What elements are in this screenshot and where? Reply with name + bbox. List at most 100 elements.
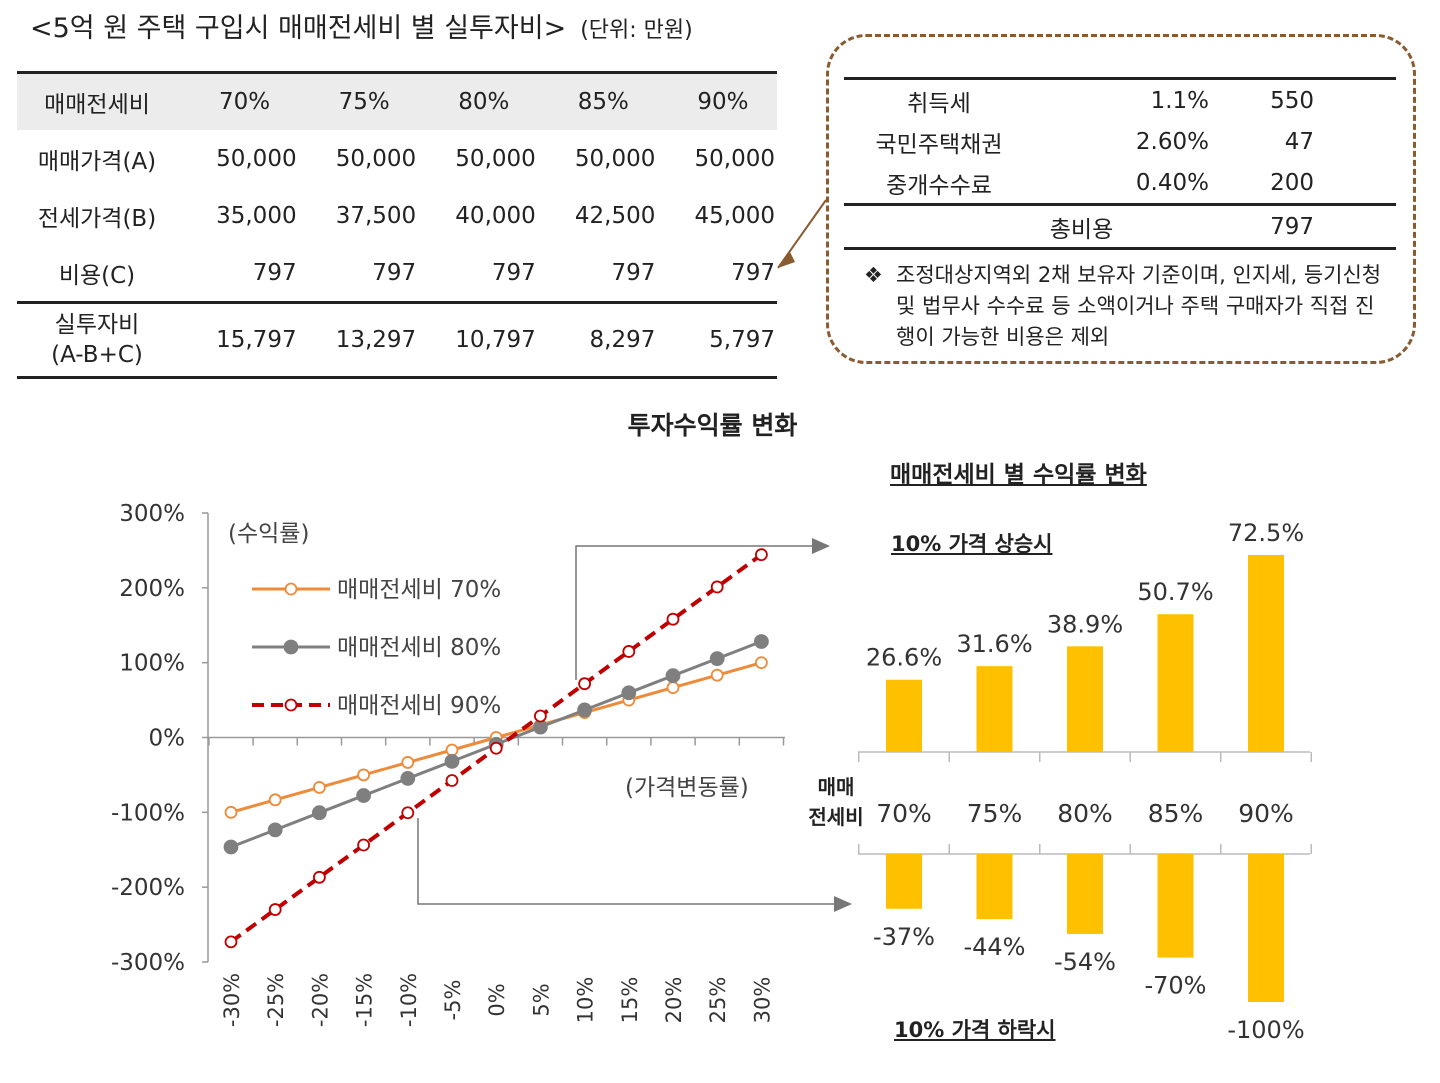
x-tick-label: -5%: [441, 980, 465, 1021]
category-axis-label: 매매 전세비: [800, 772, 872, 832]
rise-bar: [1157, 614, 1194, 752]
table-cell: 10,797: [418, 301, 538, 379]
rise-data-label: 26.6%: [866, 644, 942, 672]
total-label-line1: 실투자비: [54, 312, 140, 338]
data-point: [533, 719, 548, 735]
rise-series-title: 10% 가격 상승시: [891, 532, 1053, 556]
data-point: [224, 935, 238, 949]
x-tick-label: 0%: [485, 983, 509, 1016]
x-tick-label: -20%: [308, 973, 332, 1027]
data-point: [401, 806, 415, 820]
fall-data-label: -44%: [963, 933, 1025, 961]
bar-chart: 70% 26.6% -37% 75% 31.6% -44% 80% 38.9% -54% 85% 5…: [858, 519, 1312, 1044]
x-tick-label: 25%: [706, 977, 730, 1024]
table-cell: 797: [372, 259, 417, 286]
cost-amount: 550: [1209, 77, 1314, 121]
cost-total-label: 총비용: [844, 203, 1209, 250]
x-tick-label: -10%: [397, 973, 421, 1027]
table-cell: 50,000: [335, 145, 417, 172]
data-point: [489, 741, 503, 755]
category-label: 90%: [1238, 799, 1294, 828]
data-point: [445, 774, 459, 787]
cost-amount: 200: [1270, 169, 1314, 196]
table-cell: 37,500: [335, 202, 417, 229]
data-point: [356, 788, 372, 803]
data-point: [312, 870, 326, 884]
table-cell: 797: [731, 259, 775, 286]
cost-note: ❖ 조정대상지역외 2채 보유자 기준이며, 인지세, 등기신청 및 법무사 수…: [864, 260, 1384, 353]
data-point: [401, 756, 415, 769]
data-point: [445, 743, 459, 757]
category-axis-label-line1: 매매: [817, 775, 855, 799]
cost-table: 취득세 1.1% 550 국민주택채권 2.60% 47 중개수수료 0.40%…: [844, 77, 1396, 250]
table-cell: 50,000: [574, 145, 656, 172]
y-tick-label: -100%: [111, 800, 185, 826]
data-point: [755, 548, 768, 562]
data-point: [754, 634, 769, 649]
rise-data-label: 31.6%: [956, 630, 1032, 658]
table-cell: 45,000: [694, 202, 775, 229]
fall-data-label: -70%: [1144, 972, 1206, 1000]
data-point: [621, 685, 637, 701]
rise-arrowhead-icon: [812, 538, 830, 554]
connector-arrows: [417, 199, 852, 912]
cost-rate: 0.40%: [1135, 169, 1209, 196]
category-label: 85%: [1148, 799, 1204, 828]
table-cell: 797: [491, 259, 536, 286]
table-row: 중개수수료 0.40% 200: [844, 162, 1396, 205]
fall-data-label: -100%: [1227, 1016, 1304, 1044]
x-tick-label: -15%: [353, 973, 377, 1027]
table-cell: 50,000: [455, 145, 536, 172]
rise-bar: [976, 666, 1013, 752]
category-label: 70%: [876, 799, 932, 828]
table-total-row: 실투자비 (A-B+C) 15,797 13,297 10,797 8,297 5…: [17, 301, 777, 379]
page-title: <5억 원 주택 구입시 매매전세비 별 실투자비> (단위: 만원): [30, 6, 693, 45]
table-cell: 797: [252, 259, 297, 286]
table-row: 비용(C) 797 797 797 797 797: [17, 244, 777, 303]
column-header: 85%: [537, 71, 658, 130]
note-text: 조정대상지역외 2채 보유자 기준이며, 인지세, 등기신청 및 법무사 수수료…: [896, 263, 1382, 349]
data-point: [311, 805, 327, 821]
fall-series-title: 10% 가격 하락시: [894, 1018, 1056, 1042]
chart-title: 투자수익률 변화: [627, 411, 798, 440]
y-tick-label: -300%: [111, 950, 185, 976]
data-point: [223, 839, 239, 855]
rise-connector: [575, 545, 815, 680]
x-tick-label: 10%: [574, 977, 598, 1024]
cost-callout-box: [826, 34, 1416, 364]
column-header: 80%: [418, 71, 538, 130]
data-point: [357, 838, 371, 852]
table-row: 매매가격(A) 50,000 50,000 50,000 50,000 50,0…: [17, 130, 777, 187]
x-tick-label: -30%: [220, 973, 244, 1027]
line-chart: 300% 200% 100% 0% -100% -200% -300% -30% -25% -20…: [111, 501, 785, 1027]
fall-bar: [1248, 854, 1284, 1002]
column-header: 90%: [657, 71, 777, 130]
rise-bar: [1067, 646, 1103, 752]
row-label: 전세가격(B): [37, 205, 157, 232]
investment-table: 매매전세비 70% 75% 80% 85% 90% 매매가격(A) 50,000…: [17, 71, 777, 379]
y-tick-label: 200%: [119, 576, 185, 602]
row-label: 매매가격(A): [37, 148, 157, 175]
legend-marker: [284, 582, 298, 596]
column-header: 매매전세비: [17, 71, 179, 130]
x-tick-label: 15%: [618, 977, 642, 1024]
table-cell: 13,297: [298, 301, 419, 379]
cost-label: 중개수수료: [886, 172, 992, 199]
fall-data-label: -54%: [1054, 948, 1116, 976]
table-cell: 40,000: [455, 202, 536, 229]
title-text: <5억 원 주택 구입시 매매전세비 별 실투자비>: [30, 13, 567, 44]
fall-arrowhead-icon: [834, 896, 852, 912]
x-tick-label: 30%: [750, 977, 774, 1024]
data-point: [577, 702, 592, 718]
cost-amount: 47: [1284, 128, 1314, 155]
cost-rate: 1.1%: [1034, 77, 1209, 121]
data-point: [710, 668, 724, 682]
callout-arrowhead-icon: [778, 252, 795, 268]
column-header: 75%: [298, 71, 419, 130]
x-tick-label: 20%: [662, 977, 686, 1024]
category-label: 80%: [1057, 799, 1113, 828]
data-point: [665, 668, 681, 684]
data-point: [444, 753, 460, 769]
cost-rate: 2.60%: [1135, 128, 1209, 155]
rise-bar: [886, 679, 922, 752]
